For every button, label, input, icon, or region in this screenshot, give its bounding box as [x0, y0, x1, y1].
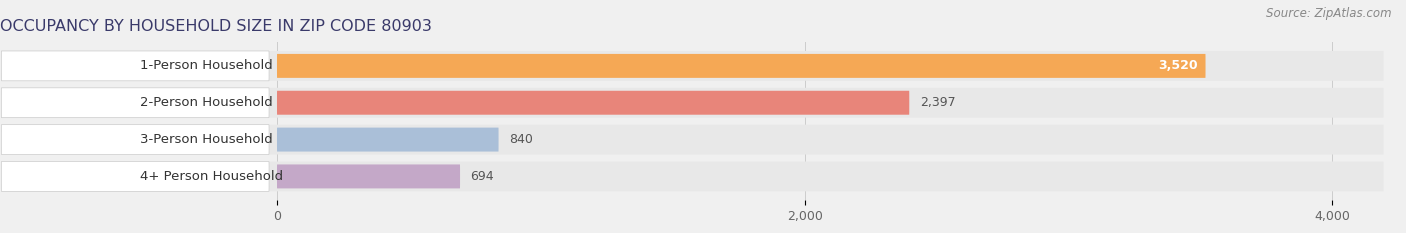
Text: Source: ZipAtlas.com: Source: ZipAtlas.com [1267, 7, 1392, 20]
FancyBboxPatch shape [1, 51, 269, 81]
Text: 3-Person Household: 3-Person Household [139, 133, 273, 146]
FancyBboxPatch shape [1, 88, 1384, 118]
FancyBboxPatch shape [1, 51, 1384, 81]
Text: 3,520: 3,520 [1159, 59, 1198, 72]
FancyBboxPatch shape [277, 164, 460, 188]
FancyBboxPatch shape [1, 125, 1384, 154]
Text: 2-Person Household: 2-Person Household [139, 96, 273, 109]
FancyBboxPatch shape [1, 161, 269, 191]
Text: 2,397: 2,397 [920, 96, 956, 109]
FancyBboxPatch shape [1, 161, 1384, 191]
FancyBboxPatch shape [277, 91, 910, 115]
Text: 4+ Person Household: 4+ Person Household [139, 170, 283, 183]
FancyBboxPatch shape [277, 54, 1205, 78]
FancyBboxPatch shape [1, 88, 269, 118]
FancyBboxPatch shape [277, 128, 499, 151]
Text: OCCUPANCY BY HOUSEHOLD SIZE IN ZIP CODE 80903: OCCUPANCY BY HOUSEHOLD SIZE IN ZIP CODE … [0, 19, 432, 34]
Text: 840: 840 [509, 133, 533, 146]
Text: 694: 694 [471, 170, 495, 183]
FancyBboxPatch shape [1, 125, 269, 154]
Text: 1-Person Household: 1-Person Household [139, 59, 273, 72]
